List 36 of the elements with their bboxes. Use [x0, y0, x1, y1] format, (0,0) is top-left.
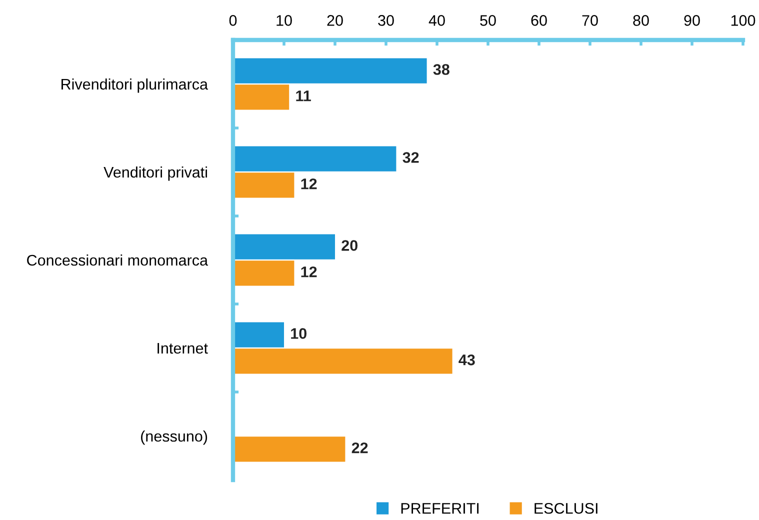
x-tick-label: 30: [378, 15, 394, 26]
x-tick-label: 0: [229, 15, 237, 26]
y-tick-label: (nessuno): [141, 430, 208, 445]
x-tick-label: 90: [684, 15, 700, 26]
data-label: 10: [291, 328, 306, 339]
bar: [233, 322, 284, 348]
x-tick-label: 80: [633, 15, 649, 26]
bar: [233, 84, 290, 110]
bar: [233, 234, 335, 260]
y-tick-label: Venditori privati: [104, 166, 207, 181]
bar: [233, 146, 396, 172]
x-tick-label: 20: [327, 15, 343, 26]
data-label: 22: [352, 442, 368, 454]
legend-label: PREFERITI: [401, 503, 479, 514]
x-tick-label: 10: [276, 15, 292, 26]
y-tick-label: Internet: [158, 343, 208, 354]
x-tick-label: 100: [731, 15, 756, 26]
data-label: 32: [402, 152, 419, 163]
bar: [233, 436, 346, 462]
x-tick-label: 50: [480, 15, 496, 26]
x-tick-label: 60: [531, 15, 547, 26]
bar: [233, 58, 427, 84]
x-tick-label: 40: [428, 15, 445, 26]
data-label: 11: [296, 90, 311, 102]
data-label: 12: [301, 266, 317, 278]
legend-label: ESCLUSI: [534, 502, 598, 514]
data-label: 38: [433, 64, 450, 75]
data-label: 20: [342, 240, 358, 251]
bar: [233, 348, 452, 374]
bar: [233, 260, 294, 286]
x-tick-label: 70: [582, 15, 598, 26]
y-tick-label: Concessionari monomarca: [27, 254, 208, 266]
data-label: 43: [458, 354, 475, 366]
data-label: 12: [301, 178, 317, 190]
bar: [233, 172, 294, 198]
y-tick-label: Rivenditori plurimarca: [62, 78, 208, 93]
